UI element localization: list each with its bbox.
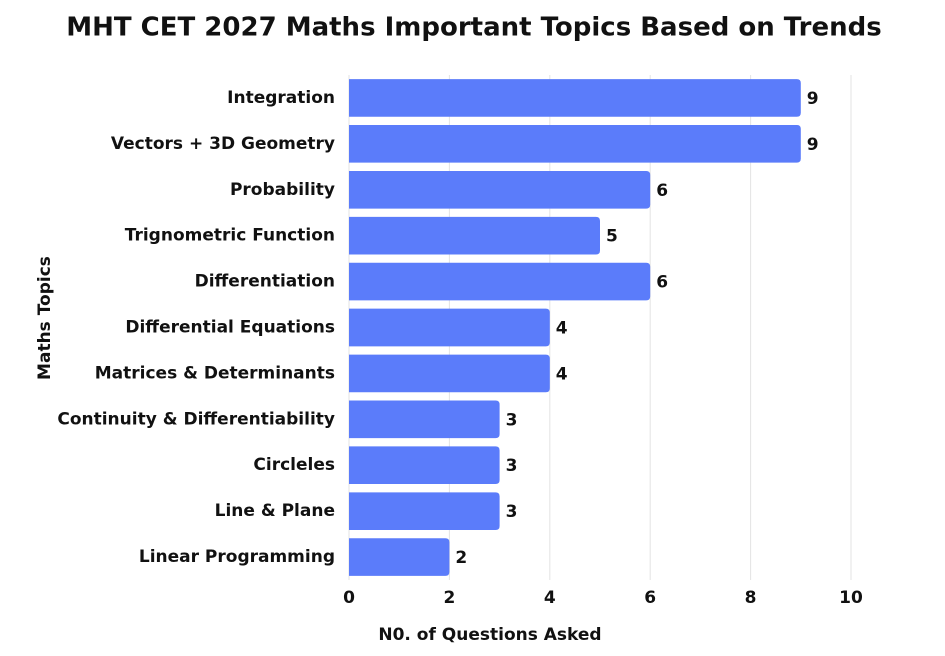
y-tick-label: Circleles — [253, 455, 335, 475]
bar — [349, 400, 500, 439]
value-label: 6 — [656, 273, 668, 293]
x-tick-label: 4 — [544, 588, 556, 608]
y-tick-label: Continuity & Differentiability — [57, 409, 335, 429]
value-label: 9 — [807, 89, 819, 109]
y-tick-label: Probability — [230, 180, 335, 200]
value-label: 3 — [506, 456, 518, 476]
value-label: 4 — [556, 319, 568, 339]
bar — [349, 216, 600, 255]
bar — [349, 170, 651, 209]
value-label: 2 — [455, 548, 467, 568]
x-tick-label: 10 — [839, 588, 863, 608]
bar — [349, 262, 651, 301]
bar — [349, 446, 500, 485]
value-label: 9 — [807, 135, 819, 155]
y-tick-label: Trignometric Function — [125, 226, 335, 246]
x-tick-label: 0 — [343, 588, 355, 608]
x-axis-label: N0. of Questions Asked — [378, 625, 601, 645]
y-tick-label: Differentiation — [195, 272, 335, 292]
value-label: 6 — [656, 181, 668, 201]
y-tick-label: Integration — [227, 88, 335, 108]
chart-title: MHT CET 2027 Maths Important Topics Base… — [66, 13, 881, 43]
x-tick-label: 8 — [745, 588, 757, 608]
y-tick-label: Linear Programming — [139, 547, 335, 567]
y-tick-label: Vectors + 3D Geometry — [111, 134, 335, 154]
value-label: 5 — [606, 227, 618, 247]
x-tick-label: 6 — [644, 588, 656, 608]
bar — [349, 538, 450, 576]
x-tick-label: 2 — [443, 588, 455, 608]
bar — [349, 354, 550, 393]
value-label: 3 — [506, 410, 518, 430]
bar — [349, 125, 801, 163]
value-label: 4 — [556, 364, 568, 384]
value-label: 3 — [506, 502, 518, 522]
y-tick-label: Matrices & Determinants — [95, 363, 335, 383]
y-tick-label: Line & Plane — [215, 501, 335, 521]
bar — [349, 79, 801, 117]
bar — [349, 492, 500, 530]
y-axis-label: Maths Topics — [35, 256, 55, 380]
bar — [349, 308, 550, 347]
y-tick-label: Differential Equations — [125, 318, 335, 338]
